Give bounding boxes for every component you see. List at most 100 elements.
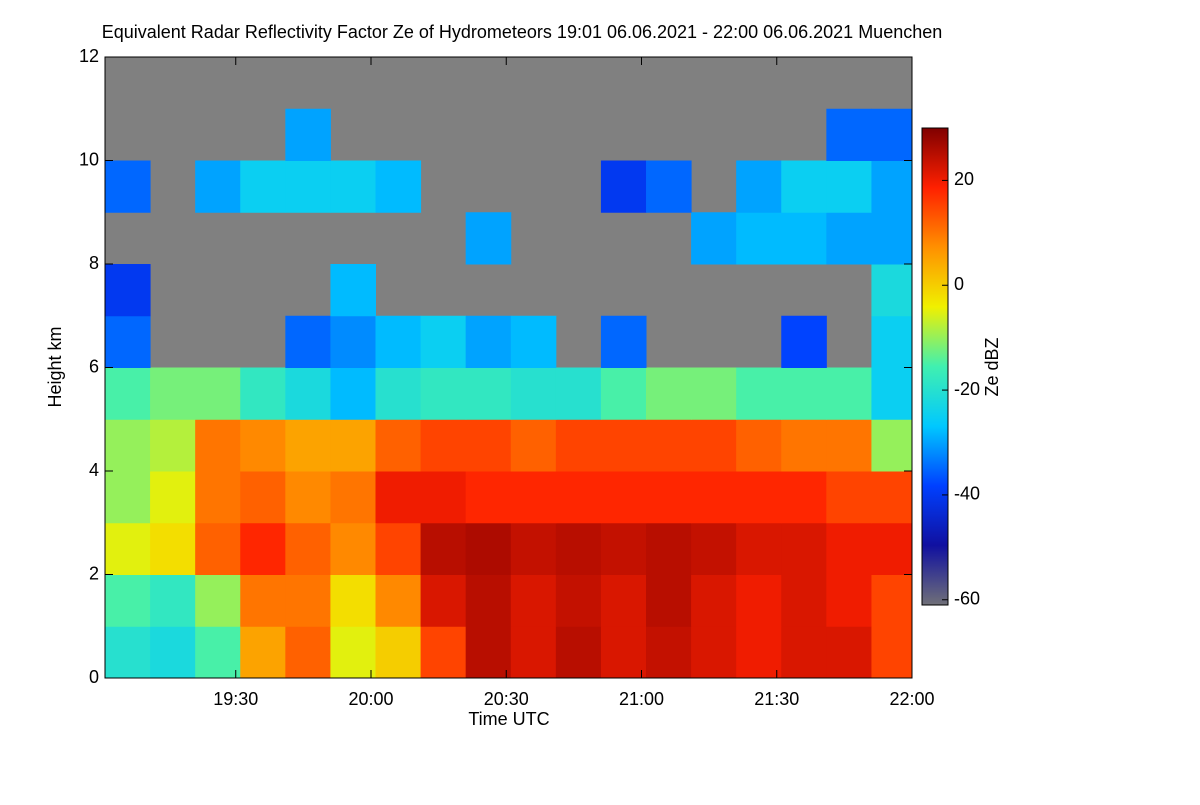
heatmap-cell xyxy=(465,315,512,368)
heatmap-cell xyxy=(555,522,602,575)
heatmap-cell xyxy=(330,471,377,524)
heatmap-cell xyxy=(330,367,377,420)
heatmap-cell xyxy=(871,315,912,368)
heatmap-cell xyxy=(646,367,692,420)
heatmap-cell xyxy=(285,522,331,575)
x-tick-label: 20:30 xyxy=(484,689,529,709)
heatmap-cell xyxy=(150,574,196,627)
heatmap-cell xyxy=(600,367,647,420)
heatmap-cell xyxy=(105,160,151,213)
heatmap-cell xyxy=(330,160,377,213)
heatmap-cell xyxy=(781,522,827,575)
heatmap-cell xyxy=(691,574,737,627)
heatmap-cell xyxy=(465,574,512,627)
heatmap-cell xyxy=(781,574,827,627)
y-tick-label: 4 xyxy=(89,460,99,480)
heatmap-cell xyxy=(330,522,377,575)
heatmap-cell xyxy=(691,471,737,524)
heatmap-cell xyxy=(240,626,286,678)
heatmap-cell xyxy=(826,212,872,265)
heatmap-cell xyxy=(465,212,512,265)
colorbar xyxy=(921,127,949,606)
heatmap-cell xyxy=(465,419,512,472)
heatmap-cell xyxy=(150,367,196,420)
heatmap-cell xyxy=(826,471,872,524)
heatmap-cell xyxy=(285,160,331,213)
heatmap-cell xyxy=(105,574,151,627)
heatmap-cell xyxy=(691,419,737,472)
heatmap-cell xyxy=(240,367,286,420)
x-tick-label: 21:30 xyxy=(754,689,799,709)
heatmap-cell xyxy=(195,160,241,213)
heatmap-cell xyxy=(285,626,331,678)
x-tick-label: 22:00 xyxy=(889,689,934,709)
heatmap-cell xyxy=(826,419,872,472)
heatmap-cell xyxy=(465,522,512,575)
heatmap-cell xyxy=(871,419,912,472)
heatmap-cell xyxy=(555,574,602,627)
heatmap-cell xyxy=(150,626,196,678)
heatmap-cell xyxy=(691,367,737,420)
heatmap-cell xyxy=(691,212,737,265)
x-tick-label: 20:00 xyxy=(348,689,393,709)
heatmap-cell xyxy=(105,522,151,575)
heatmap-cell xyxy=(691,626,737,678)
heatmap-cell xyxy=(150,419,196,472)
colorbar-tick-label: -60 xyxy=(954,589,980,609)
heatmap-cell xyxy=(420,315,467,368)
heatmap-cell xyxy=(736,574,782,627)
y-tick-label: 2 xyxy=(89,563,99,583)
heatmap-cell xyxy=(600,160,647,213)
heatmap-cell xyxy=(510,419,557,472)
heatmap xyxy=(105,57,912,678)
x-tick-label: 19:30 xyxy=(213,689,258,709)
heatmap-cell xyxy=(375,419,422,472)
heatmap-cell xyxy=(826,160,872,213)
heatmap-cell xyxy=(285,367,331,420)
heatmap-cell xyxy=(736,471,782,524)
heatmap-cell xyxy=(871,160,912,213)
heatmap-cell xyxy=(375,367,422,420)
heatmap-cell xyxy=(600,419,647,472)
heatmap-cell xyxy=(736,367,782,420)
heatmap-cell xyxy=(781,626,827,678)
heatmap-cell xyxy=(646,522,692,575)
heatmap-cell xyxy=(465,626,512,678)
heatmap-cell xyxy=(420,471,467,524)
heatmap-cell xyxy=(285,315,331,368)
heatmap-cell xyxy=(330,264,377,317)
heatmap-cell xyxy=(646,419,692,472)
heatmap-cell xyxy=(240,471,286,524)
heatmap-cell xyxy=(736,160,782,213)
heatmap-cell xyxy=(600,315,647,368)
heatmap-cell xyxy=(555,419,602,472)
heatmap-cell xyxy=(781,419,827,472)
heatmap-cell xyxy=(646,160,692,213)
heatmap-cell xyxy=(285,574,331,627)
heatmap-cell xyxy=(105,419,151,472)
heatmap-cell xyxy=(420,574,467,627)
heatmap-cell xyxy=(240,522,286,575)
heatmap-cell xyxy=(871,367,912,420)
heatmap-cell xyxy=(510,367,557,420)
heatmap-cell xyxy=(375,160,422,213)
heatmap-cell xyxy=(375,315,422,368)
heatmap-cell xyxy=(871,522,912,575)
heatmap-cell xyxy=(600,574,647,627)
heatmap-cell xyxy=(420,626,467,678)
heatmap-cell xyxy=(330,626,377,678)
heatmap-cell xyxy=(375,574,422,627)
heatmap-cell xyxy=(781,315,827,368)
heatmap-cell xyxy=(510,315,557,368)
heatmap-cell xyxy=(826,108,872,161)
heatmap-cell xyxy=(195,419,241,472)
heatmap-cell xyxy=(736,212,782,265)
heatmap-cell xyxy=(781,160,827,213)
heatmap-cell xyxy=(781,367,827,420)
heatmap-cell xyxy=(871,212,912,265)
heatmap-cell xyxy=(240,574,286,627)
x-tick-label: 21:00 xyxy=(619,689,664,709)
heatmap-cell xyxy=(510,574,557,627)
heatmap-cell xyxy=(465,471,512,524)
